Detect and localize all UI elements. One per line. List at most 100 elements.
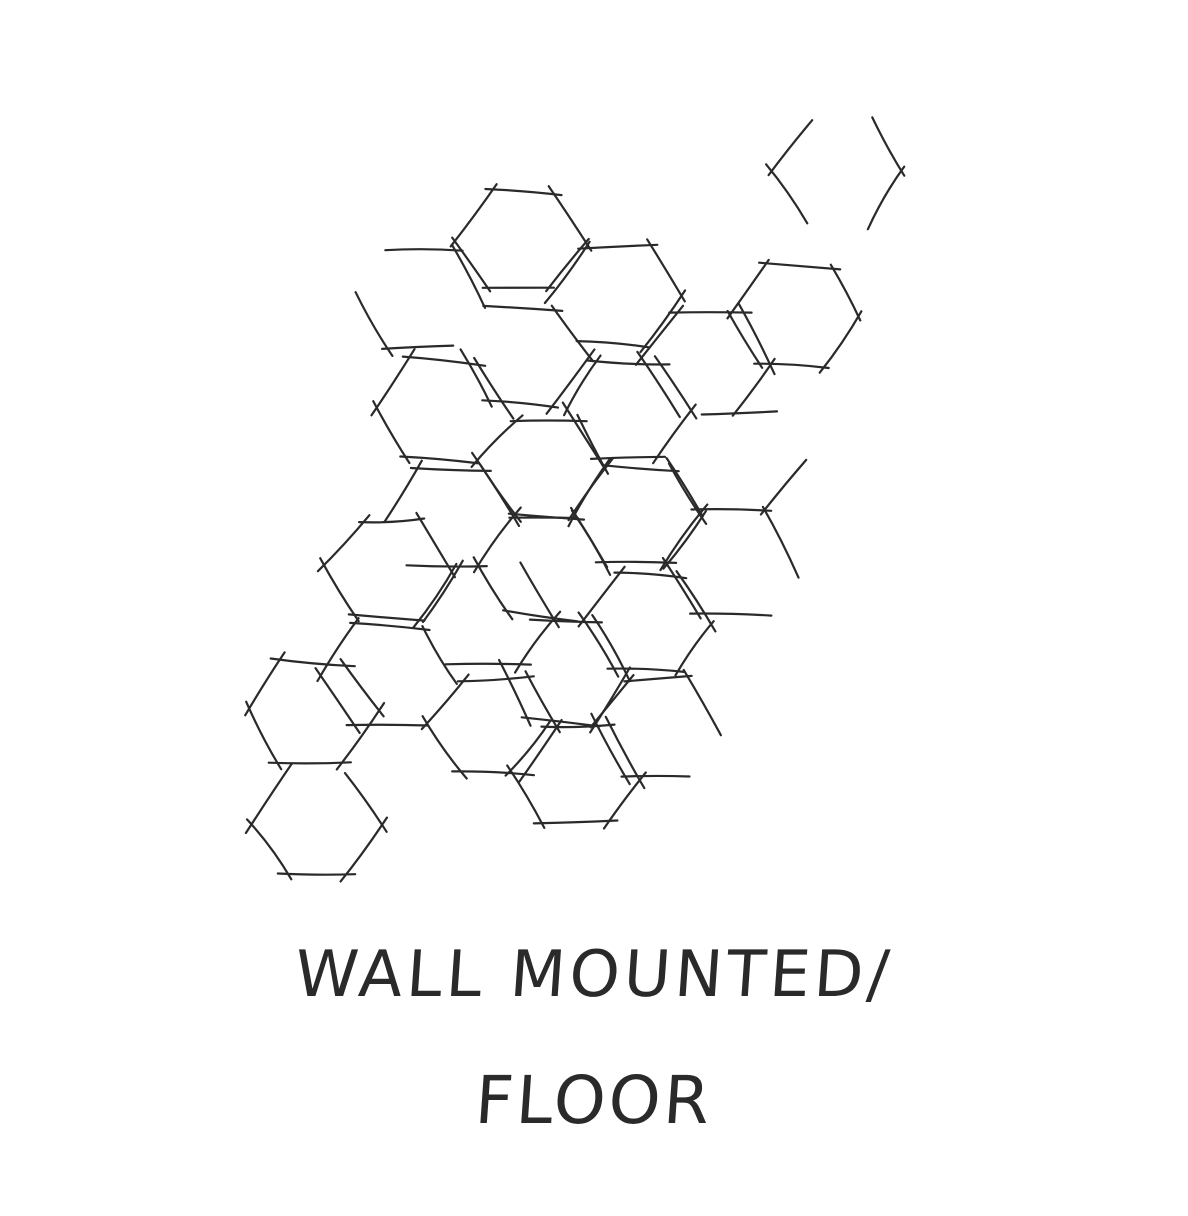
hexagon-edge-stroke xyxy=(623,674,693,683)
hexagon-edge-stroke xyxy=(354,291,394,357)
hexagon-cell xyxy=(316,511,458,629)
hexagon-cell xyxy=(726,258,863,374)
hexagon-edge-stroke xyxy=(450,243,487,309)
hexagon-edge-stroke xyxy=(481,399,560,409)
hexagon-edge-stroke xyxy=(620,774,691,778)
hexagon-edge-stroke xyxy=(575,340,651,349)
hexagon-edge-stroke xyxy=(519,561,560,629)
hexagon-edge-stroke xyxy=(412,562,458,629)
hexagon-edge-stroke xyxy=(653,355,698,420)
hexagon-edge-stroke xyxy=(245,700,283,771)
hexagon-cell xyxy=(354,243,487,357)
hexagon-edge-stroke xyxy=(451,236,492,293)
hexagon-cell xyxy=(665,410,808,518)
hexagon-edge-stroke xyxy=(267,761,352,765)
hexagon-edge-stroke xyxy=(577,611,620,678)
hexagon-edge-stroke xyxy=(381,344,455,350)
hexagon-edge-stroke xyxy=(372,400,411,465)
hexagon-edge-stroke xyxy=(567,457,615,522)
hexagon-edge-stroke xyxy=(871,116,906,177)
hexagon-edge-stroke xyxy=(518,718,563,783)
hexagon-edge-stroke xyxy=(470,414,524,468)
hexagon-edge-stroke xyxy=(652,403,697,465)
hexagon-edge-stroke xyxy=(737,302,776,376)
hexagon-cell xyxy=(543,238,687,354)
hexagon-edge-stroke xyxy=(590,712,631,786)
hexagon-edge-stroke xyxy=(661,556,702,620)
hexagon-edge-stroke xyxy=(384,248,464,252)
hexagon-cell xyxy=(470,413,611,528)
hexagon-edge-stroke xyxy=(498,658,532,727)
hexagon-edge-stroke xyxy=(700,410,779,416)
hexagon-edge-stroke xyxy=(473,356,515,420)
hexagon-edge-stroke xyxy=(866,165,906,231)
hexagon-edge-stroke xyxy=(758,261,842,271)
hexagon-edge-stroke xyxy=(509,419,588,423)
hexagon-edge-stroke xyxy=(639,289,687,354)
hexagon-edge-stroke xyxy=(634,304,685,366)
hexagon-edge-stroke xyxy=(604,715,646,790)
hexagon-edge-stroke xyxy=(759,458,808,516)
hexagon-edge-stroke xyxy=(343,772,388,833)
hexagon-edge-stroke xyxy=(276,872,357,876)
hexagon-edge-stroke xyxy=(349,621,431,632)
hexagon-edge-stroke xyxy=(316,514,371,573)
hexagon-cell xyxy=(659,503,800,620)
hexagon-edge-stroke xyxy=(409,466,492,472)
hexagon-edge-stroke xyxy=(421,715,468,780)
hexagon-edge-stroke xyxy=(761,505,800,579)
hexagon-cell xyxy=(567,457,708,570)
hexagon-edge-stroke xyxy=(818,310,863,374)
hexagon-cell xyxy=(634,302,776,419)
hexagon-edge-stroke xyxy=(347,613,426,622)
hexagon-edge-stroke xyxy=(731,357,776,417)
hexagon-cell xyxy=(449,183,593,293)
hexagon-edge-stroke xyxy=(339,816,388,883)
hexagon-edge-stroke xyxy=(244,762,294,835)
hexagon-edge-stroke xyxy=(589,674,635,729)
hexagon-edge-stroke xyxy=(532,819,619,825)
hexagon-edge-stroke xyxy=(829,263,862,322)
hexagon-edge-stroke xyxy=(444,662,532,666)
hexagon-cell xyxy=(244,651,386,771)
hexagon-edge-stroke xyxy=(662,510,707,570)
hexagon-edge-stroke xyxy=(767,119,814,177)
hexagon-cell xyxy=(765,116,906,231)
hexagon-edge-stroke xyxy=(547,185,593,252)
hexagon-edge-stroke xyxy=(726,258,770,320)
hexagon-edge-stroke xyxy=(244,651,286,717)
hexagon-edge-stroke xyxy=(479,464,522,523)
hexagon-edge-stroke xyxy=(613,571,688,580)
hexagon-cell xyxy=(383,459,522,568)
hexagon-edge-stroke xyxy=(472,506,522,574)
hexagon-cell xyxy=(589,668,722,786)
hexagon-edge-stroke xyxy=(601,464,680,473)
hexagon-edge-stroke xyxy=(420,673,470,731)
hexagon-edge-stroke xyxy=(577,565,626,628)
hexagon-edge-stroke xyxy=(528,618,603,624)
hexagon-cell xyxy=(504,715,647,830)
hexagon-edge-stroke xyxy=(543,240,591,305)
hexagon-cell xyxy=(498,614,631,734)
hexagon-cell xyxy=(472,506,612,623)
hexagon-edge-stroke xyxy=(401,355,487,367)
hexagon-edge-stroke xyxy=(682,668,722,737)
hexagon-edge-stroke xyxy=(589,455,667,460)
hexagon-pattern xyxy=(244,116,906,883)
hexagon-edge-stroke xyxy=(646,238,686,303)
hexagon-edge-stroke xyxy=(514,610,562,674)
hexagon-edge-stroke xyxy=(675,570,717,633)
hexagon-edge-stroke xyxy=(545,237,590,293)
hexagon-edge-stroke xyxy=(753,362,830,370)
hexagon-edge-stroke xyxy=(482,304,564,312)
hexagon-edge-stroke xyxy=(602,771,647,830)
hexagon-edge-stroke xyxy=(339,658,385,718)
hexagon-edge-stroke xyxy=(674,620,715,677)
hexagon-edge-stroke xyxy=(345,723,430,727)
hexagon-edge-stroke xyxy=(335,702,386,771)
hexagon-edge-stroke xyxy=(383,459,423,524)
hexagon-edge-stroke xyxy=(765,163,809,225)
hexagon-cell xyxy=(370,348,515,465)
hexagon-edge-stroke xyxy=(415,511,456,579)
